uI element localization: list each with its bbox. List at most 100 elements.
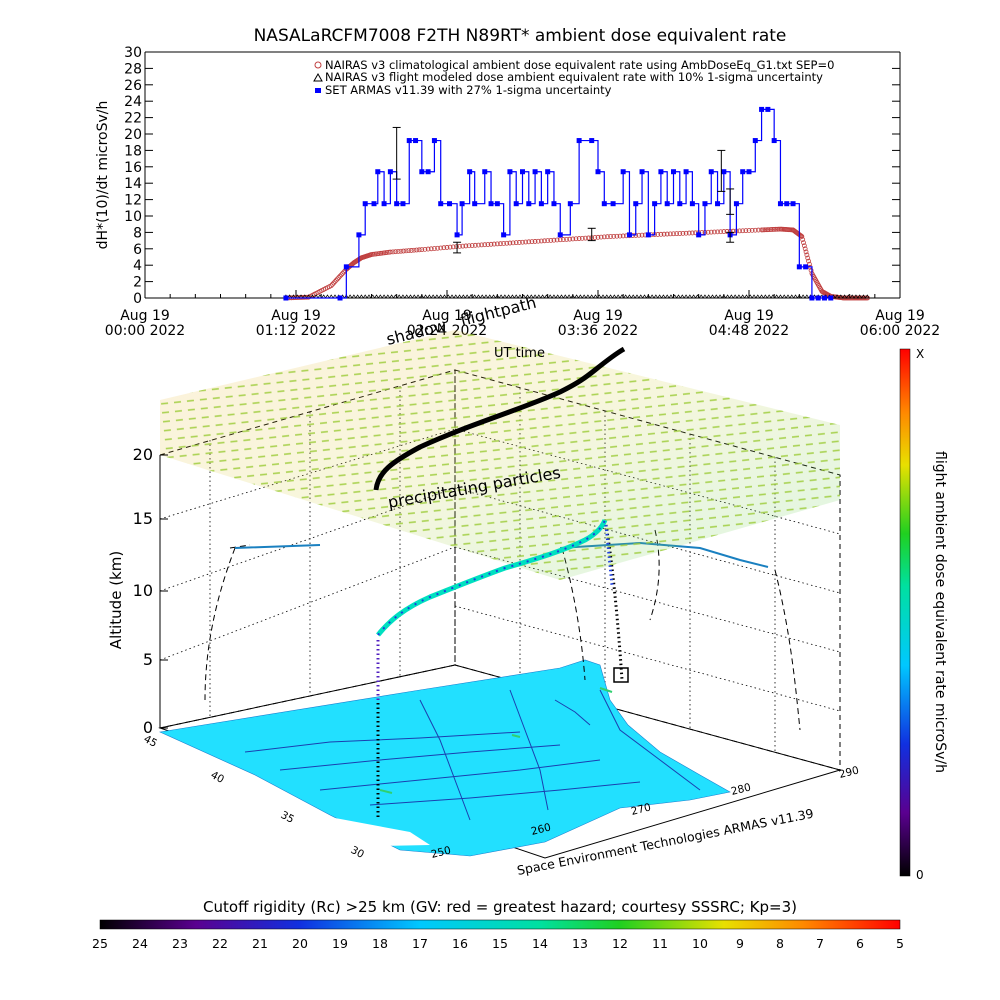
z-tick-label: 0 bbox=[143, 718, 153, 737]
nairas-flight-point bbox=[434, 294, 440, 299]
nairas-climatological-point bbox=[768, 227, 774, 232]
nairas-flight-point bbox=[400, 294, 406, 299]
armas-point bbox=[620, 169, 626, 175]
legend-marker-nairas-climatological bbox=[314, 61, 322, 69]
nairas-flight-point bbox=[660, 294, 667, 299]
nairas-flight-point bbox=[615, 294, 621, 299]
longitude-tick-label: 270 bbox=[630, 801, 652, 817]
nairas-climatological-point bbox=[545, 238, 551, 244]
nairas-climatological-point bbox=[551, 237, 557, 243]
nairas-climatological-point bbox=[538, 238, 544, 244]
nairas-climatological-point bbox=[330, 281, 335, 287]
nairas-flight-point bbox=[774, 294, 780, 299]
armas-point bbox=[507, 169, 513, 175]
nairas-flight-point bbox=[392, 294, 399, 299]
nairas-flight-point bbox=[570, 294, 576, 299]
nairas-climatological-point bbox=[414, 247, 419, 253]
y-tick-label: 10 bbox=[124, 209, 142, 225]
nairas-climatological-point bbox=[655, 232, 661, 237]
armas-point bbox=[803, 264, 809, 270]
nairas-flight-point bbox=[362, 294, 368, 299]
nairas-flight-point bbox=[589, 294, 595, 299]
nairas-climatological-point bbox=[773, 226, 779, 232]
y-tick-label: 30 bbox=[124, 45, 142, 61]
latitude-ticks: 45 40 35 30 bbox=[142, 733, 366, 861]
nairas-flight-point bbox=[445, 294, 451, 299]
nairas-climatological-point bbox=[416, 247, 422, 253]
nairas-climatological-point bbox=[664, 231, 670, 237]
nairas-climatological-point bbox=[671, 231, 676, 237]
nairas-climatological-point bbox=[639, 232, 645, 238]
nairas-climatological-point bbox=[721, 229, 727, 234]
nairas-flight-point bbox=[611, 294, 618, 299]
nairas-climatological-point bbox=[504, 240, 510, 246]
rc-tick-label: 5 bbox=[896, 936, 904, 951]
longitude-ticks: 250 260 270 280 290 bbox=[430, 764, 860, 860]
y-tick-label: 22 bbox=[124, 111, 142, 127]
nairas-flight-point bbox=[668, 294, 674, 299]
armas-point bbox=[400, 201, 406, 207]
legend-label-armas: SET ARMAS v11.39 with 27% 1-sigma uncert… bbox=[325, 83, 612, 97]
armas-point bbox=[557, 232, 563, 238]
nairas-flight-point bbox=[728, 294, 735, 299]
nairas-flight-point bbox=[758, 294, 765, 299]
nairas-flight-point bbox=[641, 294, 648, 299]
x-tick-label-time: 04:48 2022 bbox=[709, 323, 789, 339]
nairas-climatological-point bbox=[337, 273, 343, 279]
nairas-flight-point bbox=[626, 294, 633, 299]
nairas-flight-point bbox=[456, 294, 463, 299]
ground-map-white-patch bbox=[335, 818, 430, 846]
armas-point bbox=[715, 201, 721, 207]
armas-point bbox=[425, 169, 431, 175]
rc-tick-label: 6 bbox=[856, 936, 864, 951]
armas-point bbox=[283, 295, 289, 301]
nairas-flight-point bbox=[506, 294, 512, 299]
nairas-flight-point bbox=[841, 294, 848, 299]
armas-point bbox=[664, 201, 670, 207]
nairas-flight-point bbox=[664, 294, 670, 299]
nairas-flight-point bbox=[422, 294, 429, 299]
armas-point bbox=[413, 138, 419, 144]
top-chart-y-axis-label: dH*(10)/dt microSv/h bbox=[95, 101, 111, 250]
y-tick-label: 28 bbox=[124, 61, 142, 77]
armas-point bbox=[733, 201, 739, 207]
nairas-flight-point bbox=[532, 294, 538, 299]
nairas-flight-point bbox=[513, 294, 519, 299]
armas-point bbox=[438, 201, 444, 207]
armas-point bbox=[356, 232, 362, 238]
armas-point bbox=[343, 264, 349, 270]
armas-point bbox=[633, 201, 639, 207]
armas-point bbox=[658, 169, 664, 175]
nairas-climatological-point bbox=[466, 243, 472, 249]
nairas-flight-point bbox=[634, 294, 640, 299]
armas-point bbox=[447, 201, 453, 207]
nairas-flight-point bbox=[649, 294, 655, 299]
nairas-flight-point bbox=[672, 294, 678, 299]
nairas-climatological-point bbox=[520, 239, 525, 245]
armas-point bbox=[538, 201, 544, 207]
y-tick-label: 2 bbox=[133, 275, 142, 291]
3d-scene: shadow flightpath UT time precipitating … bbox=[107, 293, 860, 878]
nairas-flight-point bbox=[638, 294, 644, 299]
nairas-climatological-point bbox=[802, 246, 808, 252]
nairas-climatological-point bbox=[620, 233, 626, 239]
nairas-flight-point bbox=[536, 294, 542, 299]
armas-point bbox=[419, 169, 425, 175]
armas-point bbox=[381, 201, 387, 207]
nairas-flight-point bbox=[415, 294, 421, 299]
nairas-flight-point bbox=[694, 294, 701, 299]
nairas-flight-point bbox=[494, 294, 500, 299]
armas-point bbox=[721, 169, 727, 175]
nairas-flight-point bbox=[687, 294, 693, 299]
nairas-flight-point bbox=[490, 294, 497, 299]
nairas-climatological-point bbox=[332, 279, 338, 285]
nairas-climatological-point bbox=[463, 243, 469, 249]
armas-point bbox=[362, 201, 368, 207]
nairas-climatological-point bbox=[808, 267, 814, 273]
armas-point bbox=[765, 106, 771, 112]
nairas-climatological-point bbox=[335, 276, 340, 282]
nairas-flight-point bbox=[521, 294, 527, 299]
nairas-flight-point bbox=[849, 294, 855, 299]
